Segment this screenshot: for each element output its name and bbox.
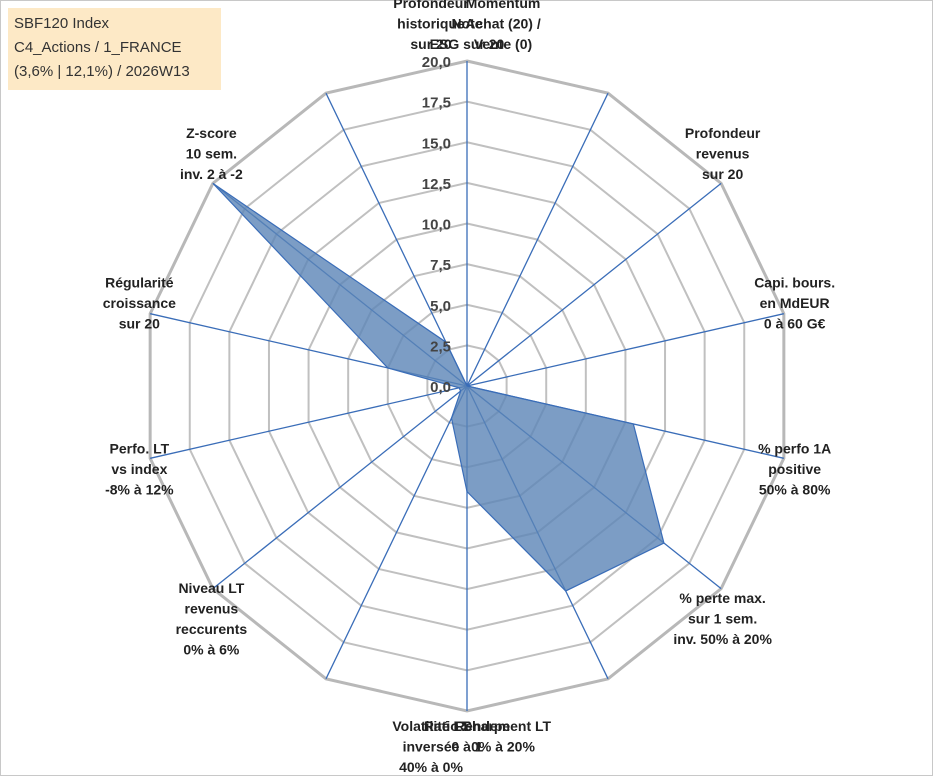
tick-label: 2,5 [430, 338, 451, 355]
axis-label-11: Régularité croissance sur 20 [103, 274, 176, 331]
axis-label-line: % perte max. [679, 590, 765, 606]
axis-label-line: inv. 2 à -2 [180, 166, 243, 182]
tick-label: 10,0 [422, 217, 451, 234]
axis-label-text: Régularité croissance sur 20 [103, 274, 176, 331]
axis-label-3: Capi. bours. en MdEUR 0 à 60 G€ [754, 274, 835, 331]
axis-label-line: 0% à 20% [471, 739, 535, 755]
axis-label-line: en MdEUR [760, 295, 830, 311]
axis-label-line: Régularité [105, 274, 174, 290]
axis-label-line: 10 sem. [186, 145, 237, 161]
axis-label-line: % perfo 1A [758, 441, 831, 457]
axis-label-line: historique [397, 16, 465, 32]
axis-labels: Note ESG sur 20 Profondeur historique sur 20… [103, 0, 835, 775]
axis-label-7: Ratio Sharpe 0 à 1 [424, 718, 511, 755]
tick-label: 20,0 [422, 54, 451, 71]
axis-label-2: Profondeur revenus sur 20 [685, 125, 761, 182]
axis-label-line: sur 20 [702, 166, 743, 182]
axis-label-line: Rendement LT [455, 718, 552, 734]
info-line-period: (3,6% | 12,1%) / 2026W13 [14, 63, 190, 80]
spoke-1 [466, 92, 609, 387]
axis-label-text: Ratio Sharpe 0 à 1 [424, 718, 511, 755]
axis-label-line: Niveau LT [178, 580, 244, 596]
axis-label-line: Perfo. LT [110, 441, 170, 457]
axis-label-line: -8% à 12% [105, 482, 174, 498]
series-area [212, 182, 665, 592]
axis-label-text: Z-score 10 sem. inv. 2 à -2 [180, 125, 243, 182]
axis-label-text: Profondeur revenus sur 20 [685, 125, 761, 182]
axis-label-text: % perfo 1A positive 50% à 80% [758, 441, 831, 498]
axis-label-line: Vente (0) [474, 36, 532, 52]
axis-label-line: Capi. bours. [754, 274, 835, 290]
axis-label-0: Note ESG sur 20 [430, 16, 505, 53]
axis-label-line: 0 à 1 [451, 739, 482, 755]
axis-label-line: Achat (20) / [465, 16, 541, 32]
info-line-category: C4_Actions / 1_FRANCE [14, 39, 182, 56]
axis-label-line: Volatilité LT [392, 718, 470, 734]
info-box: SBF120 Index C4_Actions / 1_FRANCE (3,6%… [8, 8, 221, 90]
axis-label-8: Rendement LT 0% à 20% [455, 718, 552, 755]
radar-series [212, 182, 665, 592]
axis-label-5: % perte max. sur 1 sem. inv. 50% à 20% [673, 590, 772, 647]
axis-label-line: inv. 50% à 20% [673, 631, 772, 647]
spoke-3 [466, 313, 784, 387]
axis-label-line: sur 20 [410, 36, 451, 52]
axis-label-line: sur 20 [119, 315, 160, 331]
spoke-13 [325, 92, 468, 387]
info-line-index: SBF120 Index [14, 15, 110, 32]
axis-label-line: croissance [103, 295, 176, 311]
axis-label-6: Volatilité LT inversée 40% à 0% [392, 718, 470, 775]
axis-label-line: ESG sur 20 [430, 36, 505, 52]
spoke-10 [150, 385, 468, 459]
axis-label-line: sur 1 sem. [688, 611, 757, 627]
axis-label-text: Momentum Achat (20) / Vente (0) [465, 0, 541, 52]
axis-label-line: Momentum [466, 0, 541, 11]
axis-label-text: Note ESG sur 20 [430, 16, 505, 53]
axis-label-line: positive [768, 461, 821, 477]
axis-label-text: % perte max. sur 1 sem. inv. 50% à 20% [673, 590, 772, 647]
axis-label-13: Momentum Achat (20) / Vente (0) [465, 0, 541, 52]
tick-label: 12,5 [422, 176, 451, 193]
axis-label-12: Z-score 10 sem. inv. 2 à -2 [180, 125, 243, 182]
axis-label-line: reccurents [176, 621, 248, 637]
axis-label-line: 0% à 6% [183, 641, 240, 657]
axis-label-line: revenus [185, 600, 239, 616]
spoke-8 [325, 385, 468, 680]
axis-label-line: revenus [696, 145, 750, 161]
radial-tick-labels: 0,0 2,5 5,0 7,5 10,0 12,5 15,0 17,5 20,0 [422, 54, 451, 396]
axis-label-text: Perfo. LT vs index -8% à 12% [105, 441, 174, 498]
axis-label-line: Note [451, 16, 482, 32]
axis-label-text: Niveau LT revenus reccurents 0% à 6% [176, 580, 248, 658]
spoke-2 [466, 182, 722, 387]
axis-label-line: vs index [111, 461, 167, 477]
axis-label-text: Capi. bours. en MdEUR 0 à 60 G€ [754, 274, 835, 331]
axis-label-line: inversée [403, 739, 460, 755]
axis-label-4: % perfo 1A positive 50% à 80% [758, 441, 831, 498]
axis-label-10: Perfo. LT vs index -8% à 12% [105, 441, 174, 498]
tick-label: 7,5 [430, 257, 451, 274]
tick-label: 17,5 [422, 95, 451, 112]
axis-label-text: Volatilité LT inversée 40% à 0% [392, 718, 470, 775]
axis-label-line: Profondeur [393, 0, 469, 11]
axis-label-line: 40% à 0% [399, 759, 463, 775]
axis-label-line: Z-score [186, 125, 237, 141]
spoke-9 [212, 385, 468, 590]
axis-label-line: 50% à 80% [759, 482, 831, 498]
tick-label: 5,0 [430, 298, 451, 315]
axis-label-9: Niveau LT revenus reccurents 0% à 6% [176, 580, 248, 658]
axis-label-line: Ratio Sharpe [424, 718, 511, 734]
tick-label: 15,0 [422, 135, 451, 152]
axis-label-line: Profondeur [685, 125, 761, 141]
axis-label-1: Profondeur historique sur 20 [393, 0, 469, 52]
axis-label-text: Rendement LT 0% à 20% [455, 718, 552, 755]
tick-label: 0,0 [430, 379, 451, 396]
axis-label-line: 0 à 60 G€ [764, 315, 826, 331]
axis-label-text: Profondeur historique sur 20 [393, 0, 469, 52]
